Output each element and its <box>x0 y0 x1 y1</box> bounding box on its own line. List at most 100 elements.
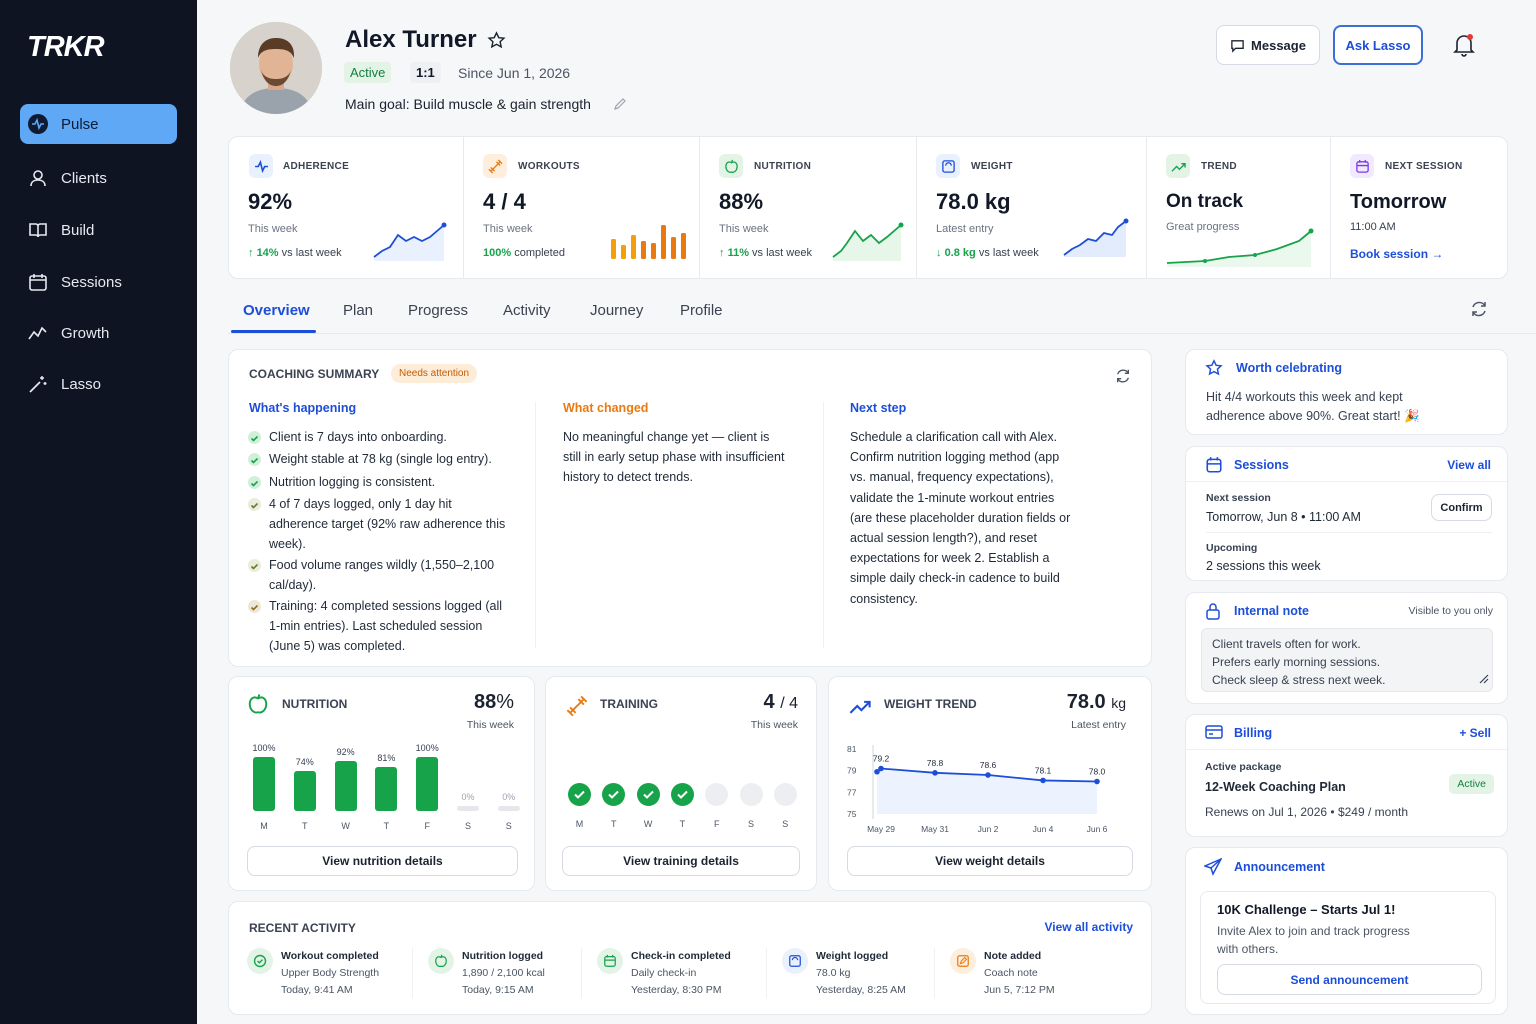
star-icon[interactable] <box>487 31 506 55</box>
stat-weight[interactable]: WEIGHT 78.0 kg Latest entry ↓ 0.8 kg vs … <box>917 137 1147 278</box>
stat-next-session[interactable]: NEXT SESSION Tomorrow 11:00 AM Book sess… <box>1331 137 1507 278</box>
day-label: F <box>713 819 720 829</box>
day-label: S <box>747 819 754 829</box>
stat-label: TREND <box>1201 161 1237 172</box>
stat-value: 92% <box>248 189 293 214</box>
value-unit: % <box>496 691 514 713</box>
send-announcement-button[interactable]: Send announcement <box>1217 964 1482 995</box>
ask-lasso-button[interactable]: Ask Lasso <box>1333 25 1423 65</box>
activity-item[interactable]: Workout completed Upper Body Strength Toda… <box>247 944 417 1014</box>
nutrition-bar <box>253 757 275 811</box>
card-title: Billing <box>1234 726 1273 740</box>
nutrition-bar <box>293 771 316 811</box>
book-session-link[interactable]: Book session → <box>1350 247 1444 261</box>
dumbbell-icon <box>566 695 588 722</box>
sidebar-item-clients[interactable]: Clients <box>20 158 177 198</box>
sidebar-item-pulse[interactable]: Pulse <box>20 104 177 144</box>
chat-icon <box>1230 38 1245 53</box>
nutrition-bar <box>375 767 398 811</box>
data-point <box>878 765 884 772</box>
view-weight-button[interactable]: View weight details <box>847 846 1133 876</box>
panel-divider <box>1186 749 1507 750</box>
client-since: Since Jun 1, 2026 <box>458 65 571 81</box>
activity-item[interactable]: Check-in completed Daily check-in Yesterda… <box>597 944 767 1014</box>
sidebar-item-sessions[interactable]: Sessions <box>20 262 177 302</box>
sidebar-item-lasso[interactable]: Lasso <box>20 364 177 404</box>
refresh-icon[interactable] <box>1470 300 1488 323</box>
nutrition-sparkline <box>832 222 904 261</box>
day-label: S <box>464 821 471 831</box>
activity-list: Workout completed Upper Body Strength Toda… <box>229 944 1153 1014</box>
note-textarea[interactable]: Client travels often for work. Prefers e… <box>1201 628 1493 692</box>
panel-divider <box>1186 481 1507 482</box>
message-button[interactable]: Message <box>1216 25 1320 65</box>
tab-activity[interactable]: Activity <box>503 302 551 319</box>
view-all-sessions-link[interactable]: View all <box>1447 458 1491 472</box>
celebrate-text: Hit 4/4 workouts this week and kept adhe… <box>1206 390 1420 423</box>
data-label: 78.6 <box>980 760 997 770</box>
tab-overview[interactable]: Overview <box>243 302 310 319</box>
edit-icon[interactable] <box>613 97 627 116</box>
activity-time: Today, 9:41 AM <box>281 984 353 996</box>
activity-detail: Daily check-in <box>631 967 697 979</box>
list-item-text: 4 of 7 days logged, only 1 day hit adher… <box>269 497 506 551</box>
stat-workouts[interactable]: WORKOUTS 4 / 4 This week 100% completed <box>464 137 700 278</box>
view-training-button[interactable]: View training details <box>562 846 800 876</box>
package-label: Active package <box>1205 761 1282 773</box>
bar-value-label: 81% <box>377 753 396 764</box>
day-label: T <box>383 821 390 831</box>
tab-journey[interactable]: Journey <box>590 302 644 319</box>
app-logo[interactable]: TRKR <box>27 31 105 63</box>
activity-item[interactable]: Note added Coach note Jun 5, 7:12 PM <box>950 944 1120 1014</box>
note-line: Prefers early morning sessions. <box>1212 655 1381 669</box>
list-item: Weight stable at 78 kg (single log entry… <box>248 449 514 469</box>
announcement-card: Announcement 10K Challenge – Starts Jul … <box>1185 847 1508 1015</box>
activity-time: Jun 5, 7:12 PM <box>984 984 1055 996</box>
data-point <box>985 772 991 778</box>
renews-text: Renews on Jul 1, 2026 • $249 / month <box>1205 805 1408 819</box>
activity-title: Workout completed <box>281 950 379 962</box>
sidebar-item-label: Build <box>61 221 95 239</box>
data-label: 78.8 <box>927 758 944 768</box>
sell-link[interactable]: + Sell <box>1459 726 1491 740</box>
confirm-button[interactable]: Confirm <box>1431 494 1492 521</box>
message-label: Message <box>1251 37 1306 53</box>
activity-item[interactable]: Nutrition logged 1,890 / 2,100 kcal Today,… <box>428 944 598 1014</box>
day-label: F <box>424 821 430 831</box>
bell-icon[interactable] <box>1453 33 1475 62</box>
refresh-icon[interactable] <box>1115 368 1131 389</box>
tab-plan[interactable]: Plan <box>343 302 374 319</box>
stat-value: 88% <box>719 189 764 214</box>
stat-trend[interactable]: TREND On track Great progress <box>1147 137 1331 278</box>
tab-profile[interactable]: Profile <box>680 302 723 319</box>
y-tick-label: 79 <box>847 766 857 776</box>
sidebar-item-growth[interactable]: Growth <box>20 313 177 353</box>
sidebar-item-build[interactable]: Build <box>20 210 177 250</box>
what-changed-title: What changed <box>563 401 649 415</box>
stat-foot: 100% completed <box>483 247 565 259</box>
day-label: T <box>679 819 686 829</box>
calendar-icon <box>1350 154 1374 178</box>
stat-nutrition[interactable]: NUTRITION 88% This week ↑ 11% vs last we… <box>700 137 917 278</box>
view-nutrition-button[interactable]: View nutrition details <box>247 846 518 876</box>
what-changed-text: No meaningful change yet — client is sti… <box>563 430 785 484</box>
weight-sparkline <box>1063 218 1129 257</box>
weight-line-chart: 81 79 77 75 May 29 May 31 Jun 2 Jun 4 Jun 6 79.2 7… <box>847 744 1108 834</box>
status-badge: Active <box>344 62 392 83</box>
tab-progress[interactable]: Progress <box>408 302 469 319</box>
resize-handle-icon[interactable] <box>1479 671 1489 689</box>
foot-suffix: completed <box>514 247 565 259</box>
lock-icon <box>1205 602 1221 625</box>
stat-adherence[interactable]: ADHERENCE 92% This week ↑ 14% vs last we… <box>229 137 464 278</box>
note-line: Client travels often for work. <box>1212 637 1361 651</box>
x-tick-label: May 31 <box>921 824 949 834</box>
stats-row: ADHERENCE 92% This week ↑ 14% vs last we… <box>228 136 1508 279</box>
stat-sub: Latest entry <box>936 223 994 235</box>
view-all-activity-link[interactable]: View all activity <box>1044 920 1134 934</box>
button-label: Send announcement <box>1290 972 1409 987</box>
data-point <box>932 770 938 776</box>
value-number: 4 <box>763 691 775 713</box>
activity-item[interactable]: Weight logged 78.0 kg Yesterday, 8:25 AM <box>782 944 952 1014</box>
visibility-note: Visible to you only <box>1408 605 1493 617</box>
